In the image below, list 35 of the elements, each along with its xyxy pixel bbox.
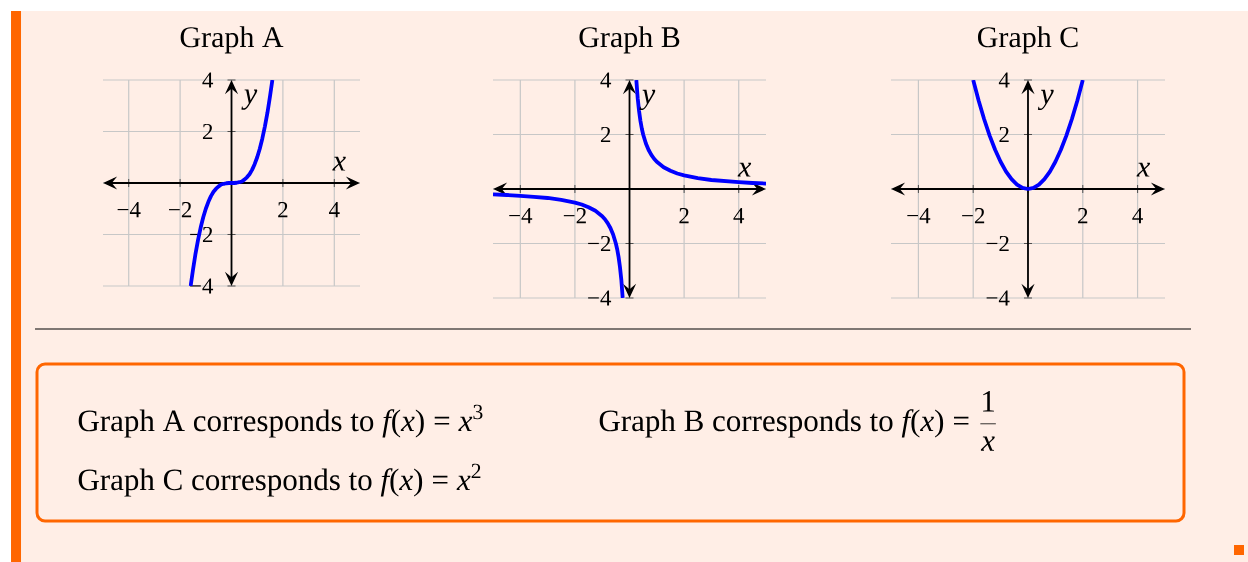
y-tick-label: −2 — [986, 235, 1009, 252]
y-axis-title: y — [241, 89, 258, 110]
text: $\mbox{Graph A corresponds to }f(x)=x^{3}$ — [78, 404, 483, 438]
y-axis-title: y — [639, 89, 656, 111]
y-tick-label: −4 — [190, 278, 214, 294]
text: $\mbox{Graph B corresponds to }f(x)=\frac{1}{x}$ — [599, 391, 996, 451]
y-tick-label: 2 — [600, 126, 611, 143]
x-tick-label: 2 — [1078, 208, 1088, 224]
x-tick-label: −2 — [962, 208, 985, 224]
x-tick-label: −2 — [169, 202, 192, 218]
chart-title: Graph B — [579, 26, 680, 54]
y-axis-title: y — [1037, 89, 1054, 111]
text: $\mbox{Graph C corresponds to }f(x)=x^{2}$ — [78, 463, 481, 497]
x-tick-label: −4 — [509, 208, 533, 224]
y-tick-label: 4 — [202, 72, 214, 88]
y-tick-label: 4 — [600, 72, 612, 88]
y-tick-label: 2 — [999, 126, 1009, 143]
y-tick-label: 4 — [998, 72, 1010, 88]
x-axis-title: x — [332, 156, 346, 171]
x-tick-label: 4 — [1132, 208, 1143, 224]
x-tick-label: −4 — [907, 208, 931, 224]
x-tick-label: 4 — [733, 208, 745, 224]
y-tick-label: −4 — [986, 290, 1010, 306]
x-tick-label: −2 — [563, 208, 586, 224]
x-tick-label: 4 — [328, 202, 340, 218]
x-axis-title: x — [737, 162, 752, 177]
x-axis-title: x — [1136, 162, 1151, 177]
y-tick-label: −2 — [588, 235, 611, 252]
chart-title: Graph C — [977, 26, 1078, 54]
y-tick-label: 2 — [202, 123, 213, 140]
x-tick-label: −4 — [117, 202, 141, 218]
x-tick-label: 2 — [278, 202, 288, 218]
x-tick-label: 2 — [679, 208, 689, 224]
y-tick-label: −4 — [588, 290, 612, 306]
chart-title: Graph A — [180, 26, 284, 54]
